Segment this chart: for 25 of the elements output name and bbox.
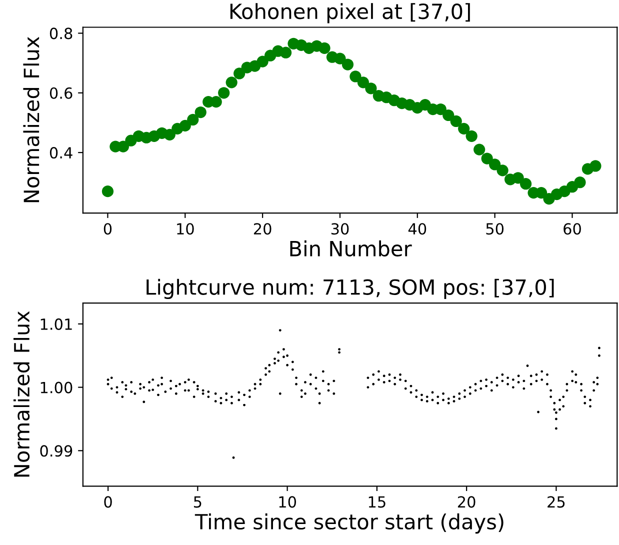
x-tick-label: 10	[279, 496, 296, 508]
x-axis-title: Bin Number	[290, 240, 412, 257]
x-tick-label: 30	[331, 223, 349, 235]
x-tick-label: 20	[254, 223, 272, 235]
y-tick-label: 0.99	[40, 445, 72, 457]
x-tick-label: 60	[564, 223, 581, 235]
chart-title: Lightcurve num: 7113, SOM pos: [37,0]	[146, 278, 554, 300]
y-tick-label: 0.4	[50, 147, 72, 159]
x-tick-label: 25	[548, 496, 565, 508]
x-tick-label: 40	[408, 223, 426, 235]
y-tick-label: 0.6	[50, 87, 72, 99]
x-tick-label: 0	[104, 496, 112, 508]
y-tick-label: 1.00	[40, 382, 72, 394]
x-tick-label: 15	[368, 496, 386, 508]
y-tick-label: 1.01	[40, 318, 72, 330]
chart-title: Kohonen pixel at [37,0]	[230, 3, 470, 24]
x-tick-label: 10	[177, 223, 194, 235]
x-tick-label: 20	[458, 496, 476, 508]
x-tick-label: 0	[104, 223, 112, 235]
y-axis-title: Normalized Flux	[13, 311, 30, 477]
y-axis-title: Normalized Flux	[23, 36, 40, 202]
x-axis-title: Time since sector start (days)	[194, 513, 504, 534]
x-tick-label: 50	[486, 223, 504, 235]
y-tick-label: 0.8	[50, 28, 72, 40]
x-tick-label: 5	[194, 496, 202, 508]
